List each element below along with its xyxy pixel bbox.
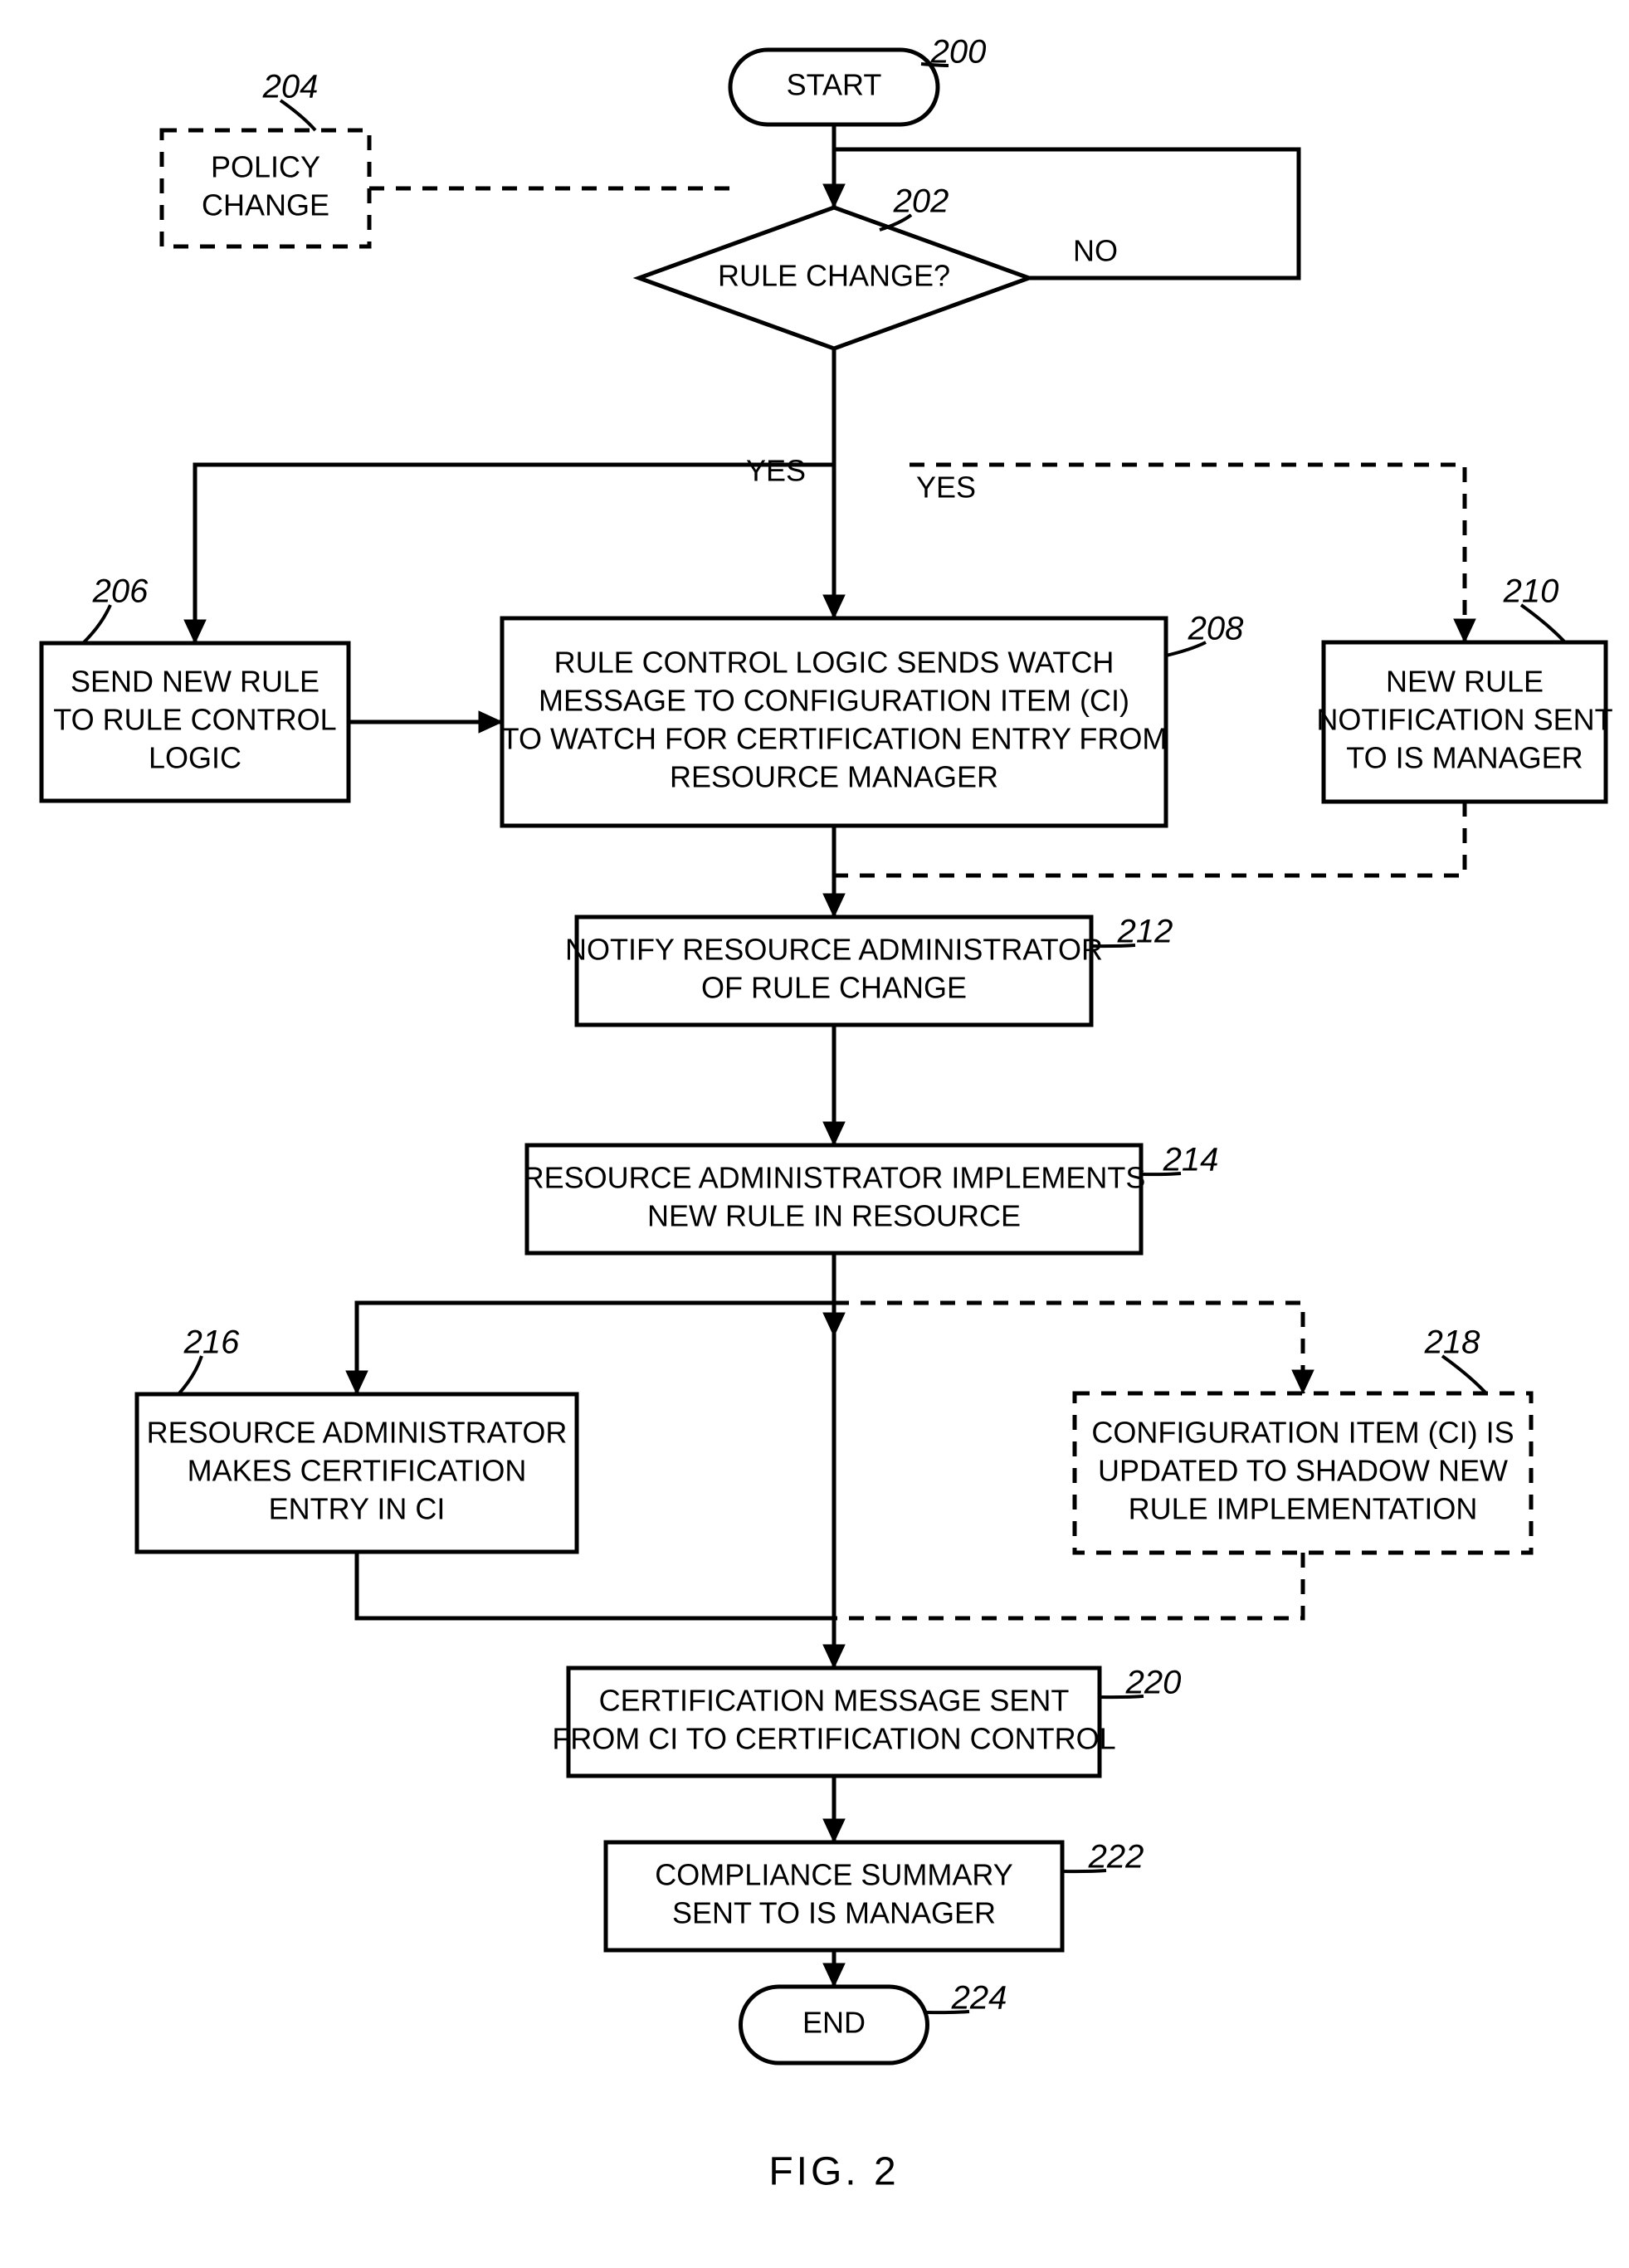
node-text: NOTIFY RESOURCE ADMINISTRATOR: [565, 932, 1103, 966]
node-text: CONFIGURATION ITEM (CI) IS: [1091, 1415, 1514, 1449]
edge: [834, 1553, 1303, 1618]
node-text: POLICY: [211, 149, 320, 183]
node-text: RESOURCE ADMINISTRATOR: [147, 1415, 568, 1449]
edge: [910, 465, 1465, 642]
node-text: END: [802, 2006, 866, 2040]
edge-label: YES: [916, 471, 976, 505]
node-text: NEW RULE: [1386, 664, 1544, 698]
edge: [357, 1303, 834, 1394]
ref-label-200: 200: [930, 34, 987, 71]
node-text: TO WATCH FOR CERTIFICATION ENTRY FROM: [501, 722, 1168, 756]
flowchart: NO YES YES START 200 POLICY CHANGE 204 RULE CHAN…: [0, 0, 1629, 2268]
ref-label-214: 214: [1163, 1142, 1219, 1178]
ref-label-212: 212: [1117, 914, 1173, 950]
ref-label-210: 210: [1503, 573, 1559, 610]
node-text: ENTRY IN CI: [269, 1492, 446, 1526]
node-text: RESOURCE MANAGER: [670, 760, 998, 794]
node-text: RULE IMPLEMENTATION: [1129, 1492, 1478, 1526]
node-text: RULE CONTROL LOGIC SENDS WATCH: [554, 645, 1114, 679]
ref-lead: [178, 1356, 202, 1394]
ref-label-222: 222: [1088, 1839, 1144, 1875]
ref-label-220: 220: [1125, 1665, 1182, 1701]
ref-label-202: 202: [893, 183, 949, 220]
node-text: CERTIFICATION MESSAGE SENT: [599, 1683, 1070, 1717]
node-text: MAKES CERTIFICATION: [188, 1454, 527, 1488]
node-text: TO RULE CONTROL: [53, 703, 336, 737]
node-text: MESSAGE TO CONFIGURATION ITEM (CI): [539, 683, 1129, 717]
edge: [834, 1303, 1303, 1393]
node-text: RULE CHANGE?: [718, 259, 950, 293]
edge-label: YES: [746, 454, 806, 488]
edge-label: NO: [1073, 234, 1118, 268]
node-text: SENT TO IS MANAGER: [672, 1896, 996, 1930]
node-text: NEW RULE IN RESOURCE: [647, 1199, 1021, 1233]
figure-label: FIG. 2: [768, 2150, 899, 2194]
node-text: RESOURCE ADMINISTRATOR IMPLEMENTS: [523, 1160, 1146, 1194]
node-text: NOTIFICATION SENT: [1316, 703, 1612, 737]
node-text: TO IS MANAGER: [1346, 741, 1583, 775]
ref-label-218: 218: [1424, 1324, 1480, 1361]
ref-label-206: 206: [92, 573, 149, 610]
ref-lead: [83, 605, 110, 643]
ref-label-208: 208: [1188, 611, 1244, 647]
edge: [357, 1552, 834, 1618]
ref-label-224: 224: [951, 1980, 1007, 2017]
node-text: OF RULE CHANGE: [701, 971, 967, 1005]
ref-lead: [1442, 1356, 1485, 1393]
node-text: FROM CI TO CERTIFICATION CONTROL: [552, 1722, 1115, 1756]
node-text: START: [787, 68, 882, 102]
node-text: CHANGE: [202, 188, 329, 222]
node-text: UPDATED TO SHADOW NEW: [1098, 1454, 1508, 1488]
node-text: COMPLIANCE SUMMARY: [655, 1857, 1012, 1891]
ref-label-204: 204: [262, 69, 319, 105]
node-text: SEND NEW RULE: [71, 664, 319, 698]
ref-lead: [1521, 605, 1564, 641]
node-text: LOGIC: [149, 741, 241, 775]
ref-label-216: 216: [183, 1324, 240, 1361]
